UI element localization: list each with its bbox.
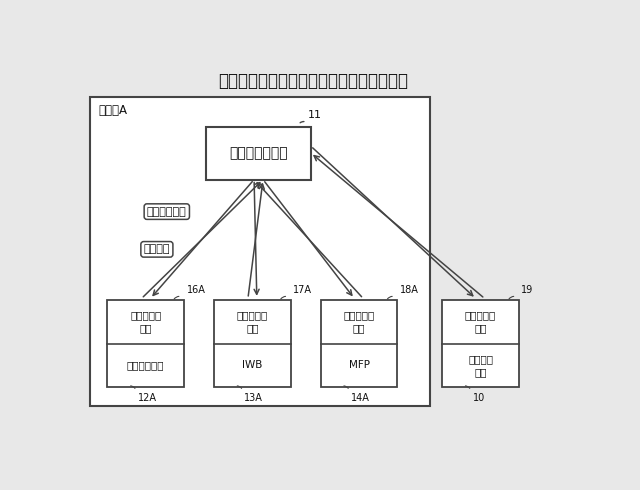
Text: 近距離無線
装置: 近距離無線 装置 <box>130 310 161 334</box>
Text: スマートフォン: スマートフォン <box>229 146 288 160</box>
Bar <box>321 300 397 387</box>
Text: 情報蓄積
装置: 情報蓄積 装置 <box>468 354 493 377</box>
Text: 18A: 18A <box>400 285 419 294</box>
Text: MFP: MFP <box>349 360 369 370</box>
Bar <box>108 300 184 387</box>
Text: 17A: 17A <box>293 285 312 294</box>
Text: 13A: 13A <box>244 392 263 403</box>
Text: 14A: 14A <box>351 392 370 403</box>
Bar <box>90 97 429 406</box>
Bar <box>214 300 291 387</box>
Text: 12A: 12A <box>138 392 157 403</box>
Bar <box>442 300 519 387</box>
Text: 19: 19 <box>522 285 534 294</box>
Text: 16A: 16A <box>187 285 205 294</box>
Text: IWB: IWB <box>242 360 262 370</box>
Text: 機器情報: 機器情報 <box>143 245 170 254</box>
Text: 近距離無線
装置: 近距離無線 装置 <box>344 310 374 334</box>
Text: 11: 11 <box>308 110 322 120</box>
Text: プロジェクタ: プロジェクタ <box>127 360 164 370</box>
Text: 近距離無線
装置: 近距離無線 装置 <box>465 310 496 334</box>
Text: 機器情報を取得する手順の他の例の説明図: 機器情報を取得する手順の他の例の説明図 <box>218 72 408 90</box>
Text: 近距離無線
装置: 近距離無線 装置 <box>237 310 268 334</box>
Bar <box>207 127 310 179</box>
Text: 10: 10 <box>472 392 485 403</box>
Text: 会議室A: 会議室A <box>99 104 128 117</box>
Text: 情報取得要求: 情報取得要求 <box>147 207 187 217</box>
